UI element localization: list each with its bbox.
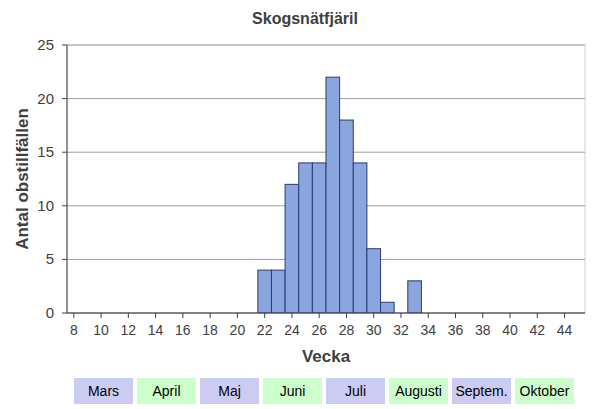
month-band <box>326 378 385 404</box>
x-tick-label: 12 <box>121 322 137 338</box>
chart-container: 0 5 10 15 20 25 8 10 12 14 16 18 20 22 24 26 28 30 32 34 36 3… <box>0 0 610 409</box>
x-tick <box>101 313 102 318</box>
bar <box>381 302 395 313</box>
x-tick-label: 10 <box>93 322 109 338</box>
x-tick-label: 22 <box>257 322 273 338</box>
x-tick <box>237 313 238 318</box>
y-tick <box>62 205 67 206</box>
y-tick-label: 10 <box>37 197 54 214</box>
month-label: Augusti <box>395 383 442 399</box>
month-band <box>137 378 196 404</box>
bar <box>353 163 367 313</box>
x-tick-label: 28 <box>339 322 355 338</box>
bar <box>285 184 299 313</box>
month-label: Juni <box>280 383 306 399</box>
bar <box>340 120 354 313</box>
month-label: Septem. <box>455 383 507 399</box>
x-tick <box>510 313 511 318</box>
x-tick-label: 34 <box>420 322 436 338</box>
month-band <box>263 378 322 404</box>
x-axis <box>67 313 585 314</box>
month-band <box>452 378 511 404</box>
x-tick <box>537 313 538 318</box>
y-tick-label: 15 <box>37 143 54 160</box>
y-tick-label: 20 <box>37 90 54 107</box>
bar <box>258 270 272 313</box>
month-label: Maj <box>218 383 241 399</box>
x-tick-label: 20 <box>230 322 246 338</box>
x-tick <box>482 313 483 318</box>
x-tick-label: 44 <box>557 322 573 338</box>
bar <box>367 249 381 313</box>
x-tick <box>291 313 292 318</box>
x-label: Vecka <box>302 347 351 366</box>
x-tick <box>73 313 74 318</box>
y-tick-label: 0 <box>46 304 54 321</box>
month-label: Mars <box>88 383 119 399</box>
x-tick <box>564 313 565 318</box>
x-tick-label: 30 <box>366 322 382 338</box>
bar <box>271 270 285 313</box>
x-tick-label: 26 <box>311 322 327 338</box>
y-tick <box>62 259 67 260</box>
bar <box>326 77 340 313</box>
x-tick-label: 40 <box>502 322 518 338</box>
bars <box>258 77 422 313</box>
x-tick <box>346 313 347 318</box>
y-tick <box>62 152 67 153</box>
month-band <box>200 378 259 404</box>
grid-line <box>67 45 585 46</box>
x-tick-label: 32 <box>393 322 409 338</box>
month-label: April <box>152 383 180 399</box>
x-tick-label: 18 <box>202 322 218 338</box>
x-tick <box>400 313 401 318</box>
bar <box>299 163 313 313</box>
x-tick-label: 42 <box>530 322 546 338</box>
x-tick <box>455 313 456 318</box>
x-tick <box>264 313 265 318</box>
x-tick <box>428 313 429 318</box>
x-tick-label: 16 <box>175 322 191 338</box>
x-tick <box>210 313 211 318</box>
x-tick <box>128 313 129 318</box>
plot-frame <box>67 45 585 313</box>
title: Skogsnätfjäril <box>252 10 358 27</box>
y-tick <box>62 45 67 46</box>
x-tick <box>182 313 183 318</box>
month-band <box>515 378 574 404</box>
bar <box>408 281 422 313</box>
bar <box>312 163 326 313</box>
month-label: Juli <box>345 383 366 399</box>
y-tick-label: 25 <box>37 36 54 53</box>
x-tick <box>155 313 156 318</box>
y-tick-label: 5 <box>46 250 54 267</box>
y-axis <box>67 45 68 313</box>
x-tick <box>319 313 320 318</box>
x-tick-label: 24 <box>284 322 300 338</box>
y-tick <box>62 98 67 99</box>
month-band <box>74 378 133 404</box>
chart-svg: 0 5 10 15 20 25 8 10 12 14 16 18 20 22 24 26 28 30 32 34 36 3… <box>0 0 610 409</box>
y-label: Antal obstillfällen <box>13 108 32 250</box>
x-tick <box>373 313 374 318</box>
grid-line <box>67 313 585 314</box>
x-tick-label: 36 <box>448 322 464 338</box>
month-band <box>389 378 448 404</box>
x-tick-label: 8 <box>70 322 78 338</box>
x-tick-label: 38 <box>475 322 491 338</box>
month-label: Oktober <box>520 383 570 399</box>
x-tick-label: 14 <box>148 322 164 338</box>
y-tick <box>62 313 67 314</box>
